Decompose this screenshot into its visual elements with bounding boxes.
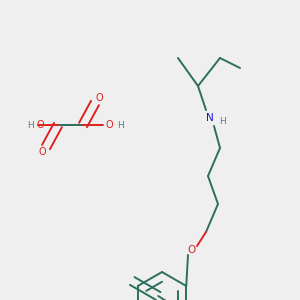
Text: O: O	[188, 245, 196, 255]
Text: O: O	[38, 147, 46, 157]
Text: H: H	[27, 121, 33, 130]
Text: N: N	[206, 113, 214, 123]
Text: H: H	[117, 121, 123, 130]
Text: O: O	[95, 93, 103, 103]
Text: O: O	[36, 120, 44, 130]
Text: H: H	[220, 116, 226, 125]
Text: O: O	[105, 120, 113, 130]
